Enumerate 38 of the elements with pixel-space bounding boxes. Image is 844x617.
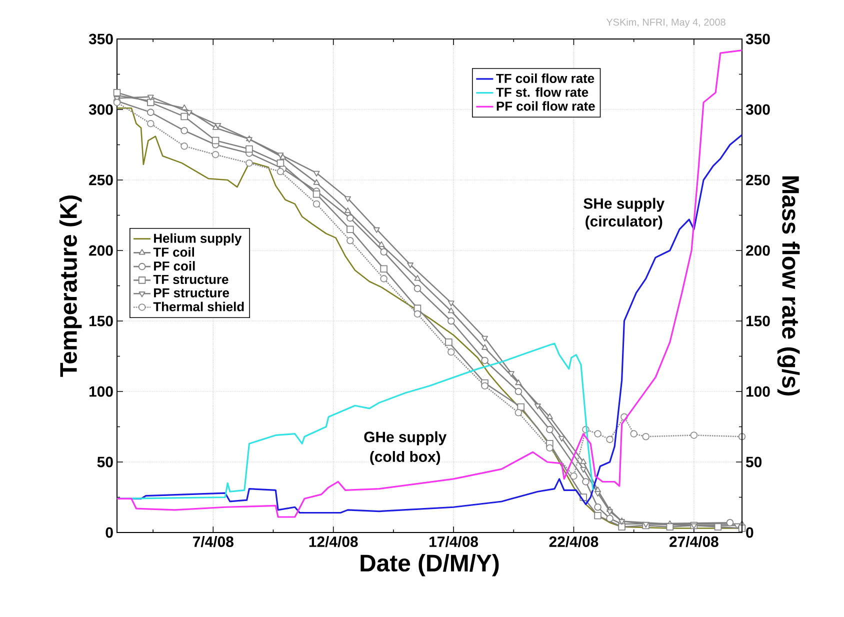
legend-label: PF coil flow rate (496, 101, 595, 111)
y2-tick-label: 350 (746, 34, 770, 44)
x-tick-label: 22/4/08 (549, 536, 598, 548)
x-tick-label: 12/4/08 (309, 536, 358, 548)
legend-label: TF coil (153, 247, 194, 257)
legend-label: TF coil flow rate (496, 73, 594, 84)
y2-tick-label: 250 (746, 174, 770, 186)
x-tick-label: 7/4/08 (193, 536, 234, 548)
annotation: GHe supply (364, 431, 447, 446)
legend-label: TF st. flow rate (496, 87, 588, 97)
legend-label: TF structure (153, 274, 228, 284)
y-tick-label: 250 (89, 174, 113, 186)
legend-label: Helium supply (154, 233, 242, 246)
y-tick-label: 100 (89, 386, 113, 397)
y2-tick-label: 150 (746, 316, 770, 326)
legend-label: Thermal shield (153, 302, 244, 312)
annotation: (circulator) (586, 216, 662, 230)
annotation: (cold box) (370, 451, 440, 465)
x-axis-title: Date (D/M/Y) (360, 554, 499, 576)
y-axis-title: Temperature (K) (59, 196, 82, 377)
y-tick-label: 0 (106, 527, 113, 538)
y2-tick-label: 0 (746, 527, 754, 538)
y2-tick-label: 300 (746, 104, 770, 115)
y-tick-label: 50 (97, 456, 113, 468)
y-tick-label: 300 (88, 104, 113, 115)
y2-tick-label: 200 (746, 245, 770, 256)
annotation: SHe supply (584, 198, 664, 212)
y2-axis-title: Mass flow rate (g/s) (777, 176, 800, 396)
y-tick-label: 150 (89, 316, 113, 326)
y2-tick-label: 100 (746, 386, 770, 397)
y-tick-label: 350 (88, 34, 113, 44)
y2-tick-label: 50 (746, 456, 762, 468)
text: YSKim, NFRI, May 4, 2008 (606, 18, 726, 28)
legend-label: PF coil (154, 261, 195, 271)
legend-label: PF structure (154, 288, 230, 298)
x-tick-label: 27/4/08 (670, 536, 718, 548)
y-tick-label: 200 (89, 245, 113, 256)
x-tick-label: 17/4/08 (430, 536, 478, 548)
